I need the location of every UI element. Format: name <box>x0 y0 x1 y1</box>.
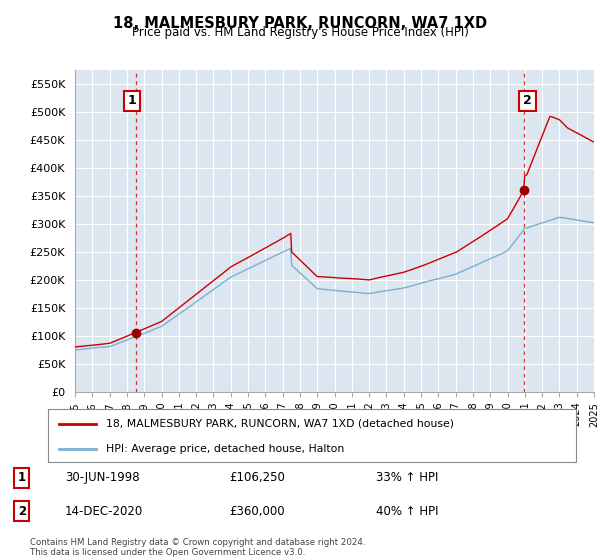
Text: HPI: Average price, detached house, Halton: HPI: Average price, detached house, Halt… <box>106 444 344 454</box>
Text: £360,000: £360,000 <box>229 505 285 517</box>
Text: £106,250: £106,250 <box>229 471 286 484</box>
Text: 18, MALMESBURY PARK, RUNCORN, WA7 1XD: 18, MALMESBURY PARK, RUNCORN, WA7 1XD <box>113 16 487 31</box>
Text: 1: 1 <box>128 94 136 108</box>
Text: 2: 2 <box>523 94 532 108</box>
Text: 40% ↑ HPI: 40% ↑ HPI <box>376 505 439 517</box>
Text: 33% ↑ HPI: 33% ↑ HPI <box>376 471 439 484</box>
Text: 18, MALMESBURY PARK, RUNCORN, WA7 1XD (detached house): 18, MALMESBURY PARK, RUNCORN, WA7 1XD (d… <box>106 419 454 429</box>
Text: Contains HM Land Registry data © Crown copyright and database right 2024.
This d: Contains HM Land Registry data © Crown c… <box>30 538 365 557</box>
Text: 2: 2 <box>18 505 26 517</box>
Text: Price paid vs. HM Land Registry's House Price Index (HPI): Price paid vs. HM Land Registry's House … <box>131 26 469 39</box>
Text: 1: 1 <box>18 471 26 484</box>
FancyBboxPatch shape <box>48 409 576 462</box>
Text: 14-DEC-2020: 14-DEC-2020 <box>65 505 143 517</box>
Text: 30-JUN-1998: 30-JUN-1998 <box>65 471 139 484</box>
